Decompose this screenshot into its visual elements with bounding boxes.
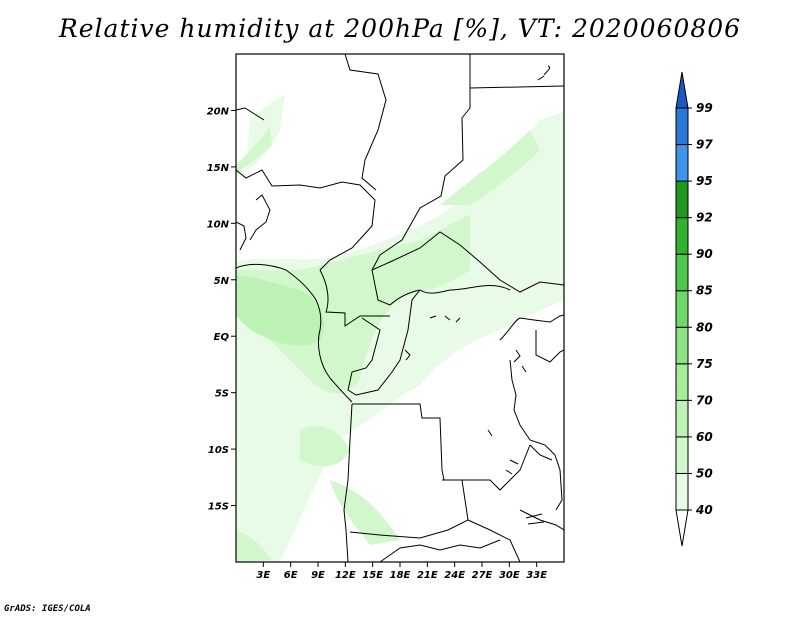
colorbar-box: [675, 363, 689, 401]
lat-label: 20N: [207, 106, 230, 117]
lon-label: 3E: [256, 570, 270, 581]
lat-label: 5S: [215, 389, 229, 400]
colorbar-label: 95: [696, 174, 713, 188]
lat-label: EQ: [214, 332, 230, 343]
lon-label: 33E: [526, 570, 547, 581]
colorbar-box: [675, 217, 689, 255]
chart-title: Relative humidity at 200hPa [%], VT: 202…: [58, 14, 742, 43]
colorbar-label: 50: [696, 466, 713, 480]
colorbar-box: [675, 436, 689, 474]
colorbar-label: 75: [696, 357, 713, 371]
colorbar: 40 50 60 70 75 80 85 90 92 95 97 99: [675, 71, 713, 547]
colorbar-box: [675, 290, 689, 328]
colorbar-box: [675, 399, 689, 438]
colorbar-label: 85: [696, 284, 713, 298]
lat-label: 15N: [207, 163, 230, 174]
lon-label: 30E: [499, 570, 520, 581]
lat-label: 10S: [208, 445, 229, 456]
colorbar-box: [675, 107, 689, 146]
colorbar-bottom-triangle: [675, 509, 689, 547]
lat-label: 15S: [208, 502, 229, 513]
colorbar-box: [675, 472, 689, 511]
colorbar-label: 60: [696, 430, 713, 444]
lon-label: 9E: [311, 570, 325, 581]
colorbar-label: 90: [696, 247, 713, 261]
humidity-field: [236, 95, 564, 562]
lon-label: 24E: [444, 570, 465, 581]
colorbar-top-triangle: [675, 71, 689, 109]
colorbar-box: [675, 253, 689, 292]
lon-label: 21E: [417, 570, 438, 581]
lon-label: 12E: [335, 570, 356, 581]
colorbar-label: 80: [696, 320, 713, 334]
colorbar-label: 70: [696, 393, 713, 407]
colorbar-box: [675, 180, 689, 219]
lon-label: 27E: [472, 570, 493, 581]
longitude-axis: 3E 6E 9E 12E 15E 18E 21E 24E 27E 30E 33E: [256, 562, 547, 581]
lon-label: 18E: [390, 570, 411, 581]
lon-label: 15E: [362, 570, 383, 581]
lat-label: 5N: [214, 276, 230, 287]
footer-credit: GrADS: IGES/COLA: [4, 604, 91, 614]
colorbar-label: 92: [696, 211, 713, 225]
colorbar-label: 97: [696, 138, 713, 152]
colorbar-box: [675, 144, 689, 182]
country-borders: [236, 54, 564, 562]
colorbar-label: 99: [696, 101, 713, 115]
latitude-axis: 20N 15N 10N 5N EQ 5S 10S 15S: [207, 106, 236, 513]
colorbar-box: [675, 326, 689, 365]
lat-label: 10N: [207, 219, 230, 230]
lon-label: 6E: [284, 570, 298, 581]
colorbar-label: 40: [695, 503, 713, 517]
